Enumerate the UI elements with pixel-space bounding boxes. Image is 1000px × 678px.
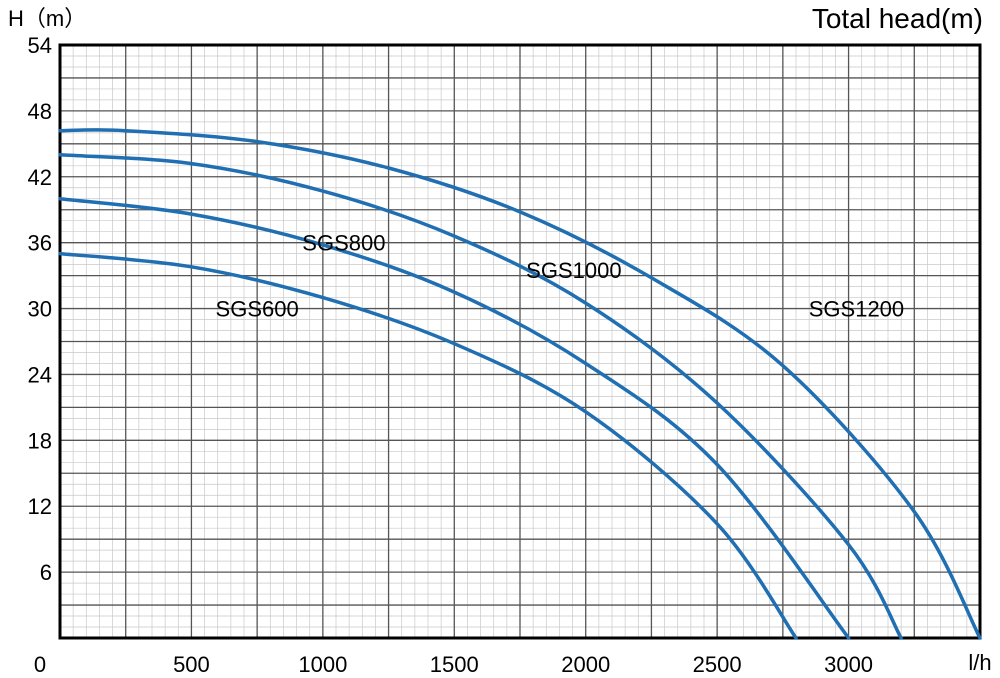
curves xyxy=(58,128,982,640)
y-tick-label: 30 xyxy=(28,297,52,322)
curve-sgs1000 xyxy=(58,153,903,640)
curve-sgs800 xyxy=(58,196,851,640)
y-tick-label: 48 xyxy=(28,99,52,124)
curve-sgs600 xyxy=(58,251,798,640)
y-tick-label: 18 xyxy=(28,428,52,453)
y-tick-label: 12 xyxy=(28,494,52,519)
x-tick-label: 0 xyxy=(34,652,46,677)
x-tick-label: 2000 xyxy=(561,652,610,677)
y-axis-label-left: H（m） xyxy=(8,6,86,31)
y-tick-labels: 6 12 18 24 30 36 42 48 54 xyxy=(28,33,52,585)
curve-sgs1200 xyxy=(58,128,982,640)
major-grid xyxy=(59,44,981,639)
series-label-sgs1200: SGS1200 xyxy=(809,297,904,322)
x-axis-unit-label: l/h xyxy=(968,650,991,675)
series-label-sgs800: SGS800 xyxy=(302,231,385,256)
x-tick-labels: 0 500 1000 1500 2000 2500 3000 xyxy=(34,652,873,677)
x-tick-label: 2500 xyxy=(693,652,742,677)
y-tick-label: 54 xyxy=(28,33,52,58)
y-tick-label: 24 xyxy=(28,362,52,387)
x-tick-label: 1500 xyxy=(430,652,479,677)
series-label-sgs1000: SGS1000 xyxy=(526,258,621,283)
y-tick-label: 36 xyxy=(28,231,52,256)
x-tick-label: 3000 xyxy=(824,652,873,677)
y-tick-label: 42 xyxy=(28,165,52,190)
x-tick-label: 500 xyxy=(173,652,210,677)
x-tick-label: 1000 xyxy=(298,652,347,677)
series-label-sgs600: SGS600 xyxy=(216,297,299,322)
plot-frame xyxy=(58,43,982,640)
y-tick-label: 6 xyxy=(40,560,52,585)
y-axis-label-right: Total head(m) xyxy=(812,3,983,34)
series-labels: SGS600 SGS800 SGS1000 SGS1200 xyxy=(216,231,905,322)
